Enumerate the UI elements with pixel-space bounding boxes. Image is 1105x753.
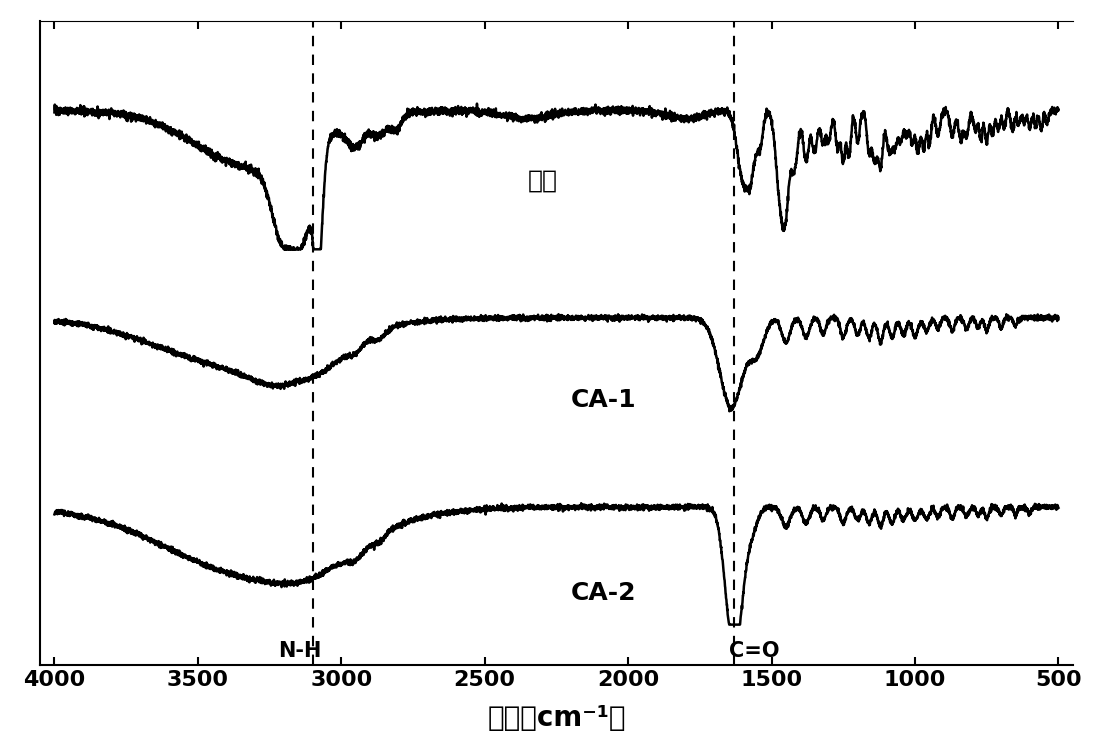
Text: CA-1: CA-1 [571, 389, 636, 413]
Text: CA-2: CA-2 [571, 581, 636, 605]
Text: N-H: N-H [277, 641, 322, 660]
Text: C=O: C=O [728, 641, 779, 660]
Text: 哌嗪: 哌嗪 [528, 168, 558, 192]
X-axis label: 波数（cm⁻¹）: 波数（cm⁻¹） [487, 704, 625, 732]
